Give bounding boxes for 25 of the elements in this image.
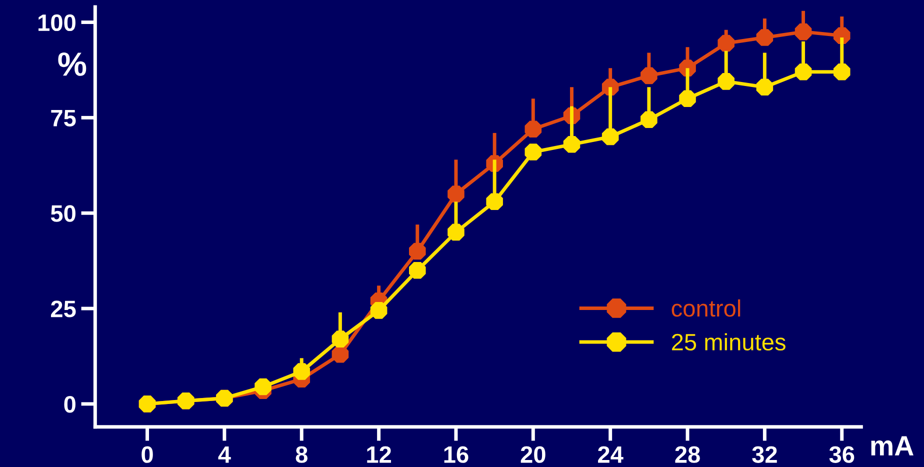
x-tick-label: 28: [675, 446, 700, 463]
x-tick-label: 0: [142, 446, 153, 463]
y-axis-title: %: [58, 52, 86, 76]
legend-label: 25 minutes: [672, 333, 786, 351]
legend-label: control: [672, 299, 740, 317]
y-tick-label: 25: [50, 300, 76, 318]
y-tick-label: 75: [51, 110, 76, 126]
x-tick-label: 24: [598, 446, 624, 463]
x-axis-title: mA: [871, 436, 914, 456]
x-tick-label: 20: [520, 446, 546, 463]
y-tick-label: 50: [50, 205, 76, 222]
x-tick-label: 36: [829, 446, 854, 463]
x-tick-label: 8: [296, 446, 308, 463]
point: [409, 262, 426, 279]
point: [524, 144, 542, 160]
point: [370, 302, 388, 319]
x-tick-label: 4: [218, 446, 231, 463]
point: [332, 346, 349, 363]
point: [254, 378, 272, 396]
x-tick-label: 16: [444, 446, 468, 463]
y-tick-label: 0: [64, 396, 76, 413]
y-tick-label: 100: [38, 14, 76, 32]
point: [448, 224, 464, 241]
x-tick-label: 12: [367, 446, 391, 463]
x-tick-label: 32: [752, 446, 777, 463]
